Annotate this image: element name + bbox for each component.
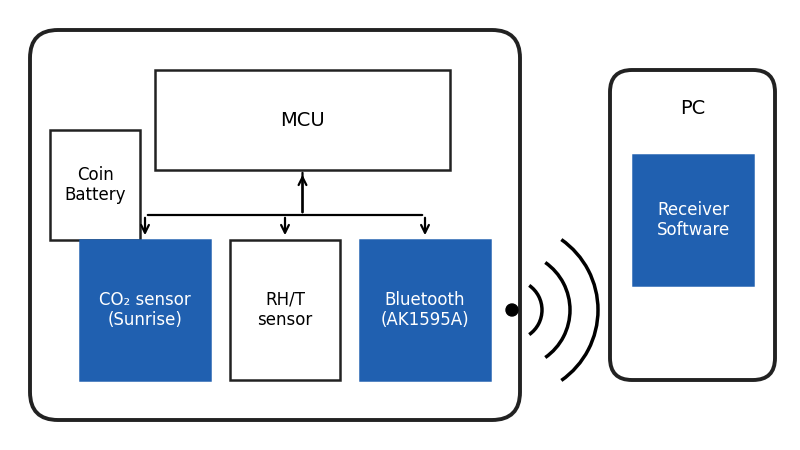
FancyBboxPatch shape (610, 70, 775, 380)
Text: RH/T
sensor: RH/T sensor (258, 291, 313, 329)
Bar (50, 130, 140, 240)
Bar (155, 70, 450, 170)
Text: Bluetooth
(AK1595A): Bluetooth (AK1595A) (381, 291, 470, 329)
Text: Receiver
Software: Receiver Software (656, 201, 730, 239)
Bar (230, 240, 340, 380)
Bar (360, 240, 490, 380)
Text: CO₂ sensor
(Sunrise): CO₂ sensor (Sunrise) (99, 291, 191, 329)
FancyBboxPatch shape (30, 30, 520, 420)
Text: MCU: MCU (280, 111, 325, 130)
Circle shape (506, 304, 518, 316)
Text: Coin
Battery: Coin Battery (64, 166, 126, 204)
Text: PC: PC (680, 99, 705, 117)
Bar (80, 240, 210, 380)
Bar (633, 155, 753, 285)
